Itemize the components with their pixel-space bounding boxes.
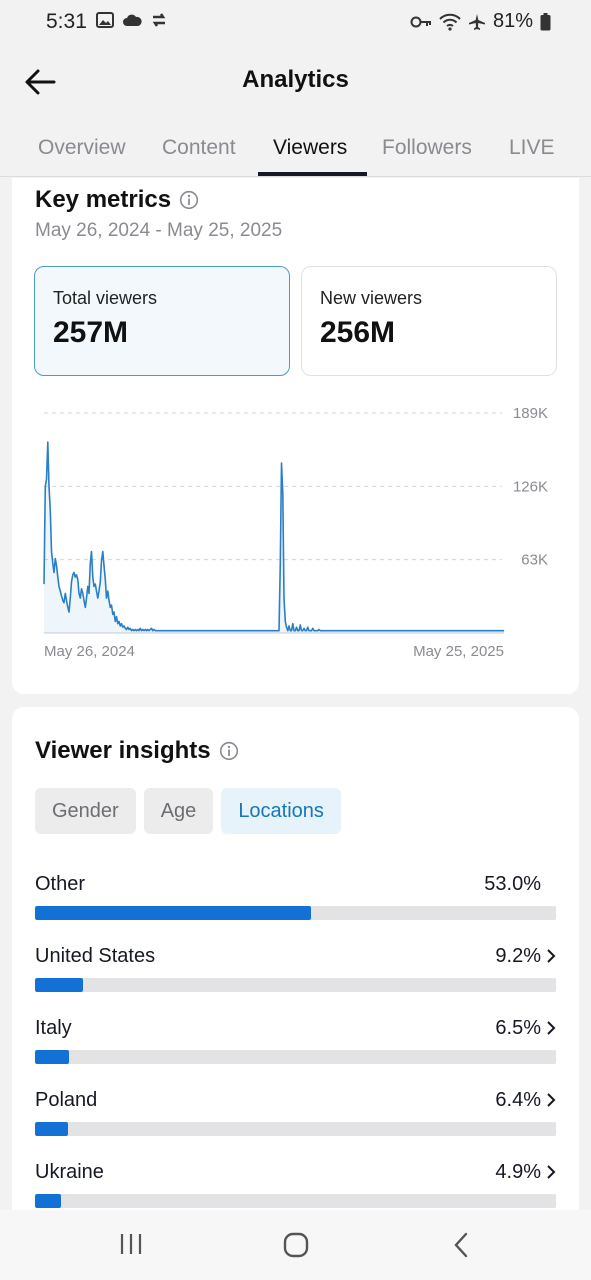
system-nav-bar (0, 1210, 591, 1280)
metric-new-viewers[interactable]: New viewers 256M (301, 266, 557, 376)
x-tick-label-end: May 25, 2025 (413, 643, 504, 660)
back-nav-icon[interactable] (452, 1232, 470, 1258)
viewer-insights-heading: Viewer insights (35, 737, 239, 765)
y-tick-label: 126K (513, 478, 548, 495)
system-icons: 81% (410, 10, 551, 33)
chip-age[interactable]: Age (143, 788, 214, 834)
status-bar: 5:31 81% (0, 0, 591, 44)
viewer-insights-card: Viewer insights Gender Age Locations Oth… (12, 707, 579, 1267)
location-name: Other (35, 873, 86, 895)
tab-live[interactable]: LIVE (509, 136, 555, 159)
key-metrics-title: Key metrics (35, 186, 172, 213)
location-percent: 4.9% (495, 1161, 541, 1183)
location-percent: 6.5% (495, 1017, 541, 1039)
metric-label: New viewers (320, 288, 423, 308)
tab-active-indicator (258, 172, 367, 176)
y-tick-label: 63K (521, 552, 548, 569)
location-row[interactable]: Ukraine 4.9% (35, 1161, 556, 1233)
chart-line-series (43, 441, 504, 632)
location-bar-fill (35, 1050, 69, 1064)
location-bar-fill (35, 978, 83, 992)
back-arrow-icon[interactable] (22, 64, 58, 100)
location-bar-fill (35, 1122, 69, 1136)
tab-content[interactable]: Content (162, 136, 236, 159)
metric-value: 257M (53, 316, 129, 349)
notification-icons (96, 12, 168, 28)
info-icon[interactable] (179, 190, 199, 210)
location-bar-track (35, 1194, 556, 1208)
metric-label: Total viewers (53, 288, 158, 308)
location-bar-fill (35, 1194, 61, 1208)
chevron-right-icon[interactable] (546, 948, 556, 964)
key-icon (410, 16, 431, 27)
y-tick-label: 189K (513, 405, 548, 422)
location-bar-fill (35, 906, 312, 920)
status-time: 5:31 (46, 10, 87, 33)
info-icon[interactable] (219, 741, 239, 761)
metric-value: 256M (320, 316, 396, 349)
location-name: United States (35, 945, 156, 967)
location-percent: 6.4% (495, 1089, 541, 1111)
date-range: May 26, 2024 - May 25, 2025 (35, 220, 283, 241)
insight-filter-chips: Gender Age Locations (35, 788, 341, 834)
location-name: Poland (35, 1089, 98, 1111)
location-row: Other 53.0% (35, 873, 556, 945)
chevron-right-icon[interactable] (546, 1092, 556, 1108)
chip-locations[interactable]: Locations (221, 788, 341, 834)
chevron-right-icon[interactable] (546, 1164, 556, 1180)
viewers-line-chart: 189K 126K 63K May 26, 2024 May 25, 2025 (43, 405, 548, 660)
location-percent: 53.0% (484, 873, 541, 895)
location-name: Ukraine (35, 1161, 104, 1183)
battery-percent: 81% (492, 10, 533, 32)
battery-icon (540, 12, 551, 30)
viewer-insights-title: Viewer insights (35, 737, 211, 764)
image-icon (96, 12, 114, 28)
metric-total-viewers[interactable]: Total viewers 257M (34, 266, 290, 376)
key-metrics-card: Key metrics May 26, 2024 - May 25, 2025 … (12, 178, 579, 694)
airplane-icon (468, 13, 485, 30)
chart-area-fill (44, 442, 504, 633)
location-row[interactable]: United States 9.2% (35, 945, 556, 1017)
location-bar-track (35, 1050, 556, 1064)
page-title: Analytics (242, 66, 349, 93)
chip-gender[interactable]: Gender (35, 788, 136, 834)
tab-followers[interactable]: Followers (382, 136, 472, 159)
location-bar-track (35, 978, 556, 992)
location-bar-track (35, 1122, 556, 1136)
location-name: Italy (35, 1017, 72, 1039)
tab-viewers[interactable]: Viewers (273, 136, 348, 159)
sync-icon (152, 13, 166, 27)
wifi-icon (439, 13, 461, 31)
key-metrics-heading: Key metrics (35, 186, 199, 214)
cloud-icon (123, 14, 142, 26)
location-row[interactable]: Italy 6.5% (35, 1017, 556, 1089)
app-header: Analytics (0, 44, 591, 120)
recents-icon[interactable] (119, 1232, 143, 1256)
tab-bar: Overview Content Viewers Followers LIVE (0, 120, 591, 177)
location-bar-track (35, 906, 556, 920)
home-icon[interactable] (283, 1232, 309, 1258)
chevron-right-icon[interactable] (546, 1020, 556, 1036)
tab-overview[interactable]: Overview (38, 136, 126, 159)
location-percent: 9.2% (495, 945, 541, 967)
x-tick-label-start: May 26, 2024 (44, 643, 135, 660)
location-row[interactable]: Poland 6.4% (35, 1089, 556, 1161)
locations-list: Other 53.0% United States 9.2% Italy 6.5% Pola… (35, 873, 556, 1233)
